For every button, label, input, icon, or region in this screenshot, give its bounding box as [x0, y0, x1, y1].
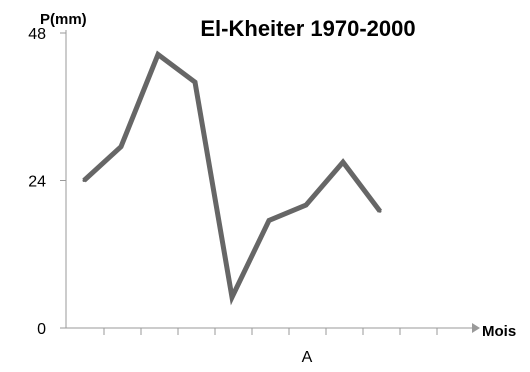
data-point	[156, 53, 160, 57]
y-axis-label: P(mm)	[40, 11, 87, 28]
data-point	[193, 80, 197, 84]
series-line	[82, 50, 382, 306]
plot-series	[82, 50, 382, 306]
y-tick-label: 24	[28, 174, 46, 191]
annotation-label: A	[302, 349, 313, 366]
x-axis-label: Mois	[482, 323, 516, 340]
y-tick-label: 0	[37, 321, 46, 338]
chart-title: El-Kheiter 1970-2000	[200, 16, 415, 41]
data-point	[119, 145, 123, 149]
data-point	[267, 218, 271, 222]
data-point	[378, 209, 382, 213]
y-ticks: 0 24 48	[28, 26, 66, 338]
y-tick-label: 48	[28, 26, 46, 43]
data-point	[82, 179, 86, 182]
x-axis-arrow	[472, 323, 480, 333]
x-ticks	[103, 328, 438, 335]
data-point	[341, 160, 345, 164]
data-point	[304, 203, 308, 207]
data-point	[230, 295, 234, 299]
